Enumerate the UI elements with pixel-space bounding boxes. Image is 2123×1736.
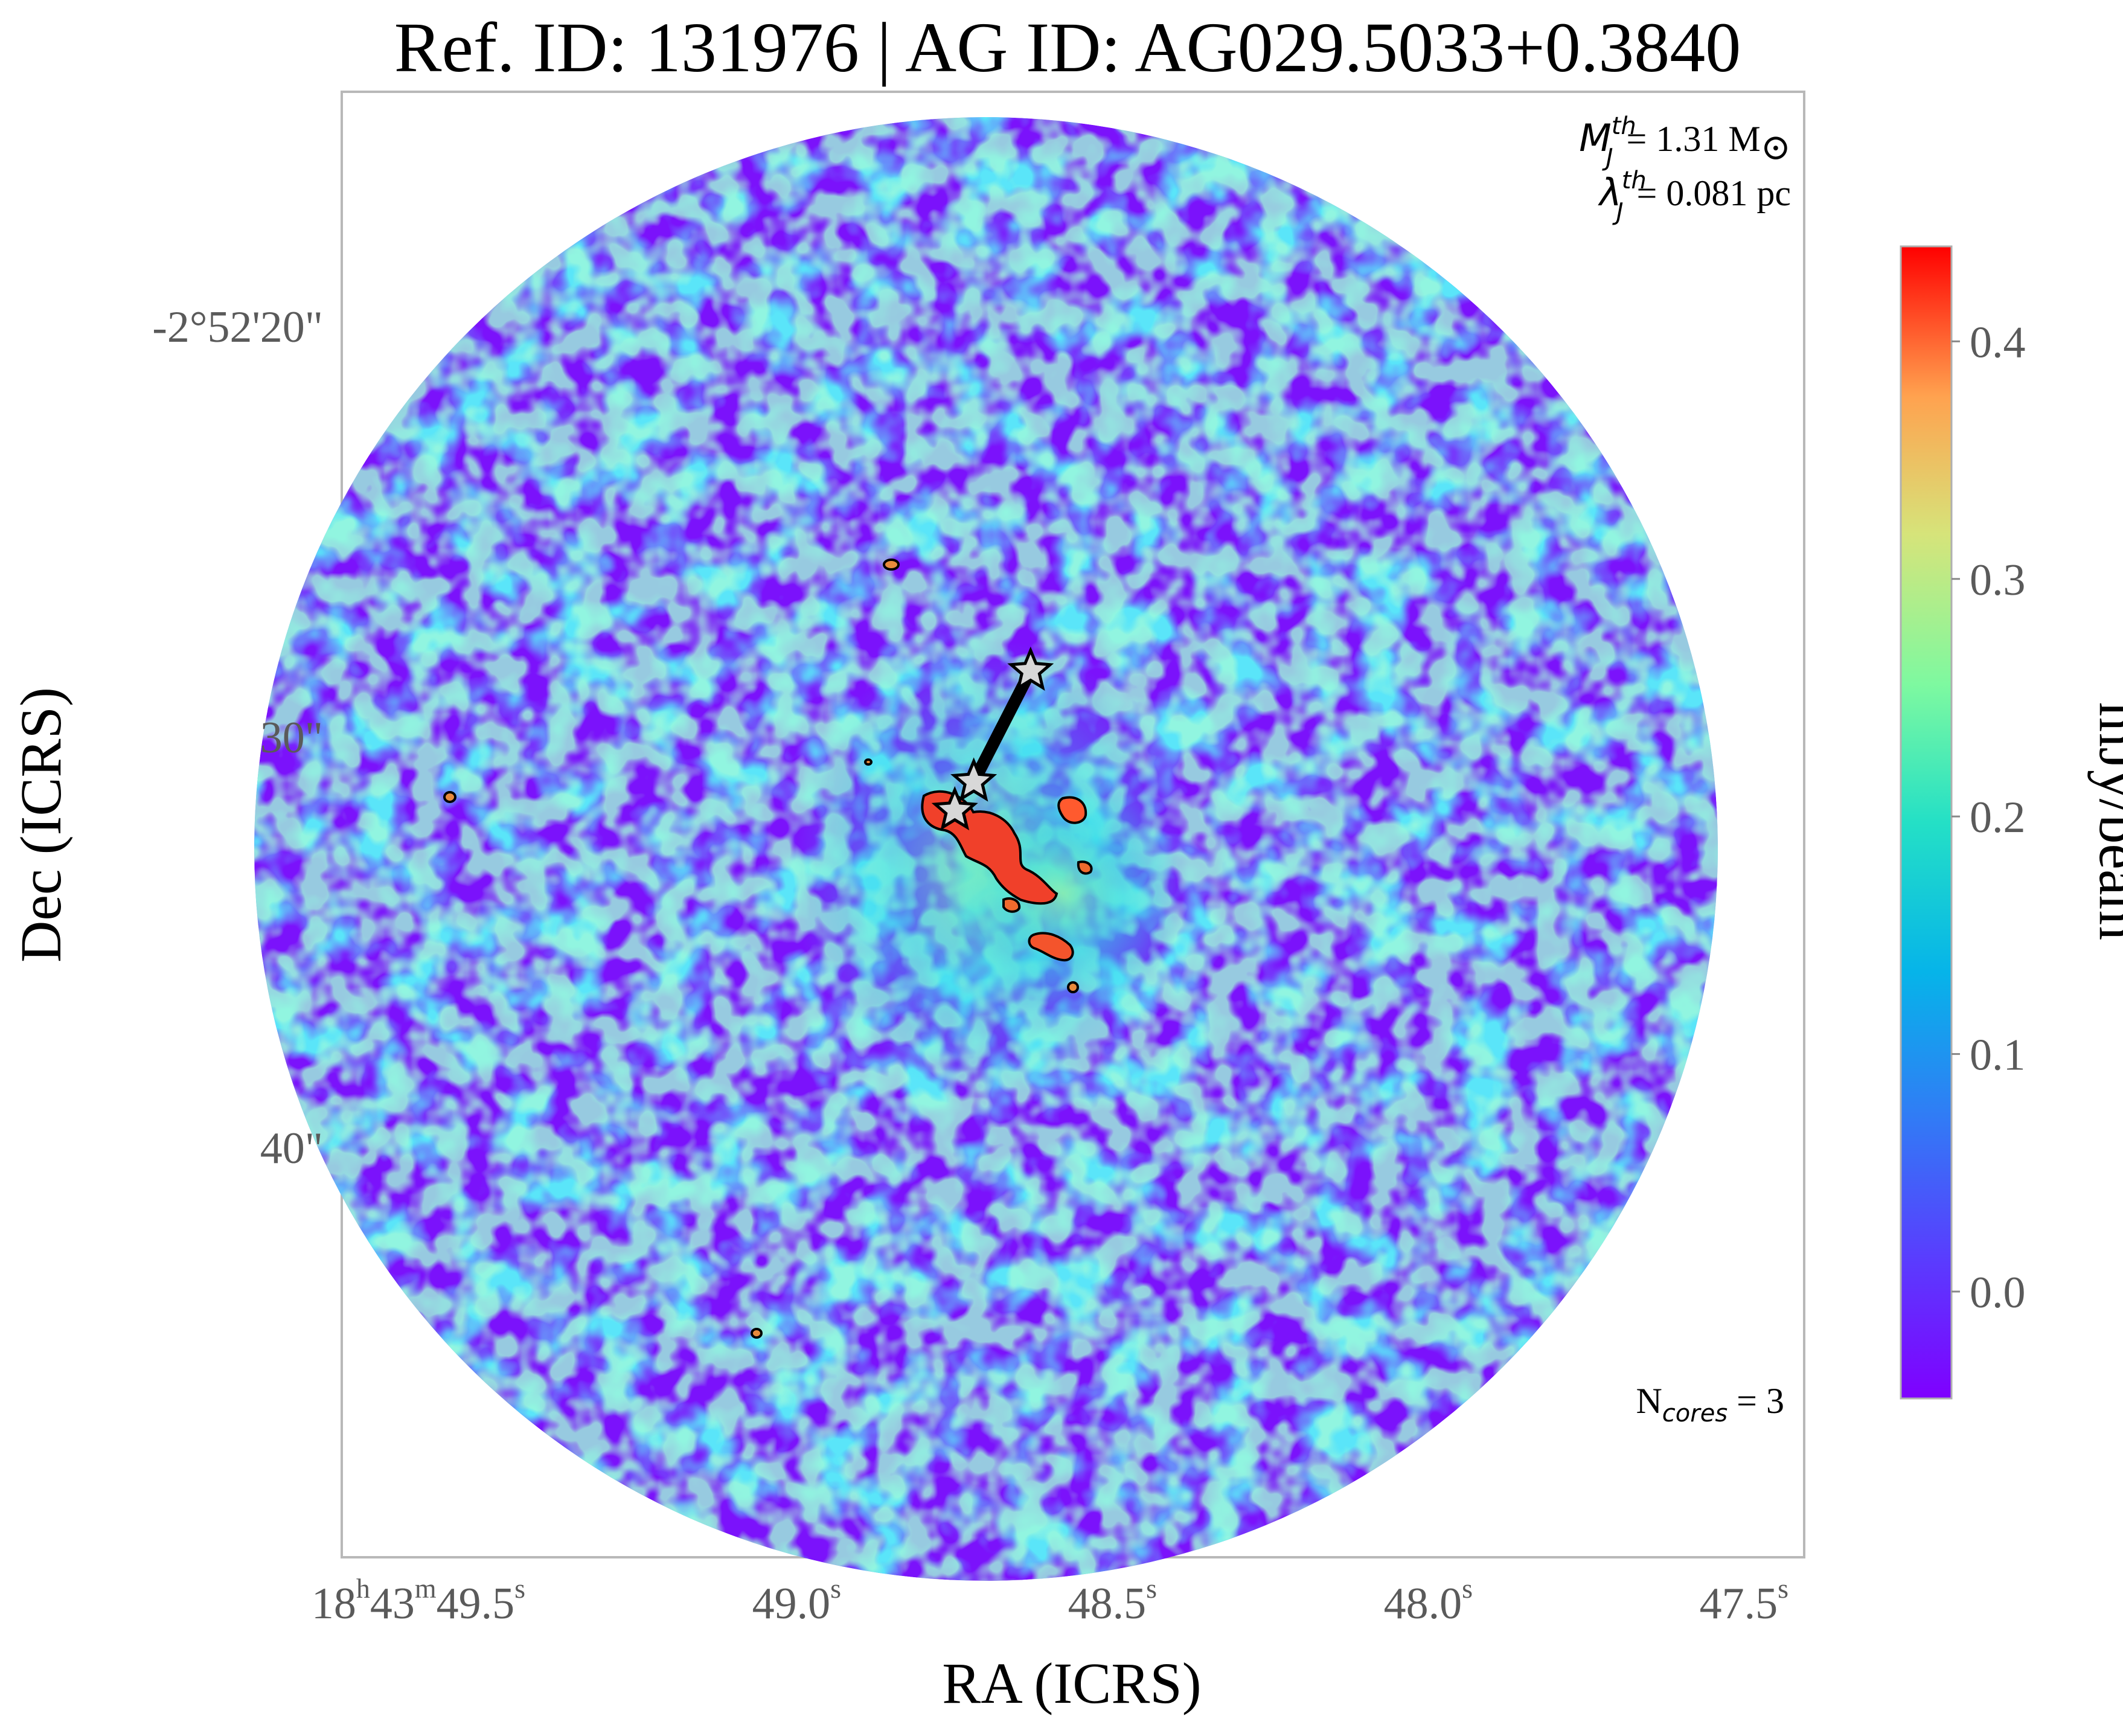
x-tick-part: s xyxy=(1778,1573,1788,1604)
length-value: = 0.081 pc xyxy=(1637,173,1791,213)
colorbar-tick-label: 0.4 xyxy=(1970,318,2026,367)
emission-clump xyxy=(883,559,900,571)
jeans-length-annotation: λth J = 0.081 pc xyxy=(1598,167,1791,226)
length-sup: th xyxy=(1622,167,1647,194)
core-markers xyxy=(931,646,1054,831)
core-star-marker xyxy=(950,757,997,802)
y-axis-label: Dec (ICRS) xyxy=(8,687,73,962)
x-axis: 18h43m49.5s 49.0s 48.5s 48.0s 47.5s xyxy=(312,1573,1788,1629)
mass-unit: ⊙ xyxy=(1761,127,1791,167)
x-tick-part: 49.5 xyxy=(437,1579,515,1629)
x-tick-part: s xyxy=(514,1573,525,1604)
x-tick-part: 47.5 xyxy=(1700,1579,1778,1629)
colorbar-ticks: 0.0 0.1 0.2 0.3 0.4 xyxy=(1952,318,2026,1318)
y-axis: -2°52'20" 30" 40" xyxy=(152,303,323,1173)
x-tick-part: 49.0 xyxy=(752,1579,831,1629)
x-tick-part: 48.0 xyxy=(1384,1579,1462,1629)
core-star-marker xyxy=(1007,646,1054,691)
colorbar-tick-label: 0.3 xyxy=(1970,556,2026,605)
emission-clump xyxy=(751,1328,763,1339)
core-star-marker xyxy=(931,786,978,831)
chart-title: Ref. ID: 131976 | AG ID: AG029.5033+0.38… xyxy=(394,8,1741,87)
x-tick-label: 48.5s xyxy=(1068,1573,1157,1629)
ncores-annotation: Ncores = 3 xyxy=(1636,1381,1784,1427)
x-tick-part: h xyxy=(356,1573,370,1604)
x-tick-label: 49.0s xyxy=(752,1573,841,1629)
x-tick-part: s xyxy=(830,1573,841,1604)
x-tick-part: 18 xyxy=(312,1579,356,1629)
y-tick-label: -2°52'20" xyxy=(152,303,323,352)
emission-clump xyxy=(1028,932,1074,962)
x-tick-label: 47.5s xyxy=(1700,1573,1788,1629)
x-tick-part: m xyxy=(415,1573,437,1604)
emission-clump xyxy=(443,791,456,803)
ncores-sub: cores xyxy=(1662,1400,1728,1427)
colorbar-tick-label: 0.1 xyxy=(1970,1031,2026,1080)
x-axis-label: RA (ICRS) xyxy=(942,1651,1201,1715)
x-tick-part: 43 xyxy=(370,1579,415,1629)
colorbar xyxy=(1900,245,1953,1400)
colorbar-label: mJy/beam xyxy=(2087,702,2123,941)
y-tick-label: 30" xyxy=(260,713,323,763)
core-connector xyxy=(967,665,1037,788)
emission-clump xyxy=(1077,860,1093,875)
colorbar-tick-label: 0.0 xyxy=(1970,1268,2026,1318)
mass-symbol: M xyxy=(1579,116,1612,160)
emission-clump xyxy=(1002,897,1021,913)
x-tick-label: 48.0s xyxy=(1384,1573,1473,1629)
emission-clump xyxy=(864,758,873,766)
ncores-value: = 3 xyxy=(1728,1381,1784,1421)
emission-clump xyxy=(1067,981,1079,993)
x-tick-part: s xyxy=(1462,1573,1473,1604)
jeans-mass-annotation: Mth J = 1.31 M⊙ xyxy=(1579,112,1791,171)
colorbar-tick-label: 0.2 xyxy=(1970,793,2026,842)
x-tick-label: 18h43m49.5s xyxy=(312,1573,525,1629)
emission-clump xyxy=(1057,796,1087,824)
length-symbol: λ xyxy=(1598,170,1622,214)
mass-value: = 1.31 M xyxy=(1627,119,1761,159)
y-tick-label: 40" xyxy=(260,1124,323,1173)
x-tick-part: s xyxy=(1146,1573,1157,1604)
x-tick-part: 48.5 xyxy=(1068,1579,1147,1629)
ncores-prefix: N xyxy=(1636,1381,1662,1421)
mass-sup: th xyxy=(1612,112,1636,140)
